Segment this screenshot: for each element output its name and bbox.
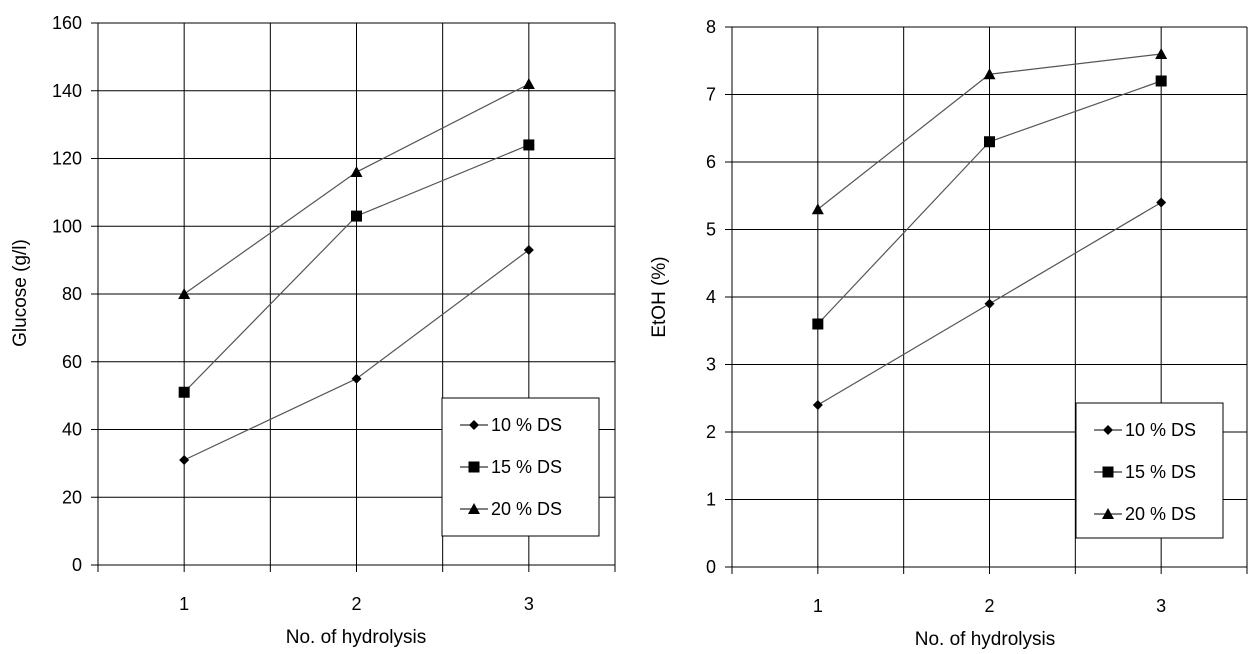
y-tick-label: 4: [706, 287, 716, 307]
y-tick-label: 160: [52, 13, 82, 33]
y-tick-label: 20: [62, 487, 82, 507]
data-point: [984, 298, 995, 309]
data-point: [350, 166, 363, 178]
y-tick-label: 6: [706, 152, 716, 172]
data-point: [983, 68, 996, 80]
y-tick-label: 0: [706, 557, 716, 577]
etoh-chart-panel: EtOH (%) No. of hydrolysis 0 1 2 3 4 5 6 7 8 1 2 3 1…: [625, 0, 1250, 654]
x-tick-label: 2: [351, 594, 361, 614]
data-point: [523, 139, 535, 151]
data-point: [178, 386, 190, 398]
y-tick-label: 7: [706, 85, 716, 105]
data-point: [351, 210, 362, 222]
y-tick-label: 0: [72, 555, 82, 575]
legend-label: 20 % DS: [1125, 504, 1196, 524]
y-tick-label: 100: [52, 216, 82, 236]
y-tick-label: 120: [52, 149, 82, 169]
glucose-chart-panel: Glucose (g/l) No. of hydrolysis 0 20 40 60 8…: [10, 13, 616, 648]
legend-label: 20 % DS: [491, 499, 562, 519]
data-point: [351, 373, 362, 384]
y-axis-label: Glucose (g/l): [10, 239, 31, 347]
data-point: [1156, 197, 1167, 208]
y-axis-label: EtOH (%): [649, 256, 670, 337]
y-tick-label: 140: [52, 81, 82, 101]
x-tick-label: 1: [179, 594, 189, 614]
data-point: [811, 203, 824, 215]
data-point: [178, 288, 191, 299]
legend-marker: [468, 461, 480, 473]
data-point: [179, 454, 190, 465]
legend-box: [1075, 402, 1224, 539]
x-tick-label: 3: [1156, 596, 1166, 616]
data-point: [812, 318, 824, 330]
legend-marker: [1103, 425, 1113, 435]
y-tick-label: 8: [706, 17, 716, 37]
y-tick-label: 2: [706, 422, 716, 442]
data-point: [523, 244, 534, 255]
x-tick-label: 2: [984, 596, 994, 616]
plot-area: 0 1 2 3 4 5 6 7 8 1 2 3 10 % DS 15 % DS 20 % DS: [706, 17, 1248, 616]
x-tick-label: 3: [524, 594, 534, 614]
x-axis-label: No. of hydrolysis: [915, 629, 1055, 650]
data-point: [812, 400, 823, 410]
y-tick-label: 60: [62, 352, 82, 372]
glucose-chart: Glucose (g/l) No. of hydrolysis 0 20 40 60 8…: [10, 13, 616, 648]
y-tick-label: 1: [706, 490, 716, 510]
legend-label: 10 % DS: [1125, 420, 1196, 440]
legend-label: 15 % DS: [491, 457, 562, 477]
legend-marker: [468, 503, 480, 514]
etoh-chart: EtOH (%) No. of hydrolysis 0 1 2 3 4 5 6 7 8 1 2 3 1…: [649, 17, 1248, 650]
legend-marker: [469, 420, 479, 430]
legend-label: 15 % DS: [1125, 462, 1196, 482]
y-tick-label: 80: [62, 284, 82, 304]
data-point: [522, 77, 535, 89]
data-point: [1155, 48, 1168, 59]
legend-marker: [1102, 508, 1114, 519]
y-tick-label: 5: [706, 220, 716, 240]
y-tick-label: 40: [62, 420, 82, 440]
y-tick-label: 3: [706, 355, 716, 375]
x-axis-label: No. of hydrolysis: [286, 627, 426, 648]
plot-area: 0 20 40 60 80 100 120 140 160 1 2 3 10 % DS 15 % DS 20…: [52, 13, 616, 614]
data-point: [984, 136, 995, 148]
legend-marker: [1102, 466, 1114, 478]
x-tick-label: 1: [813, 596, 823, 616]
data-point: [1155, 75, 1167, 87]
legend-label: 10 % DS: [491, 415, 562, 435]
